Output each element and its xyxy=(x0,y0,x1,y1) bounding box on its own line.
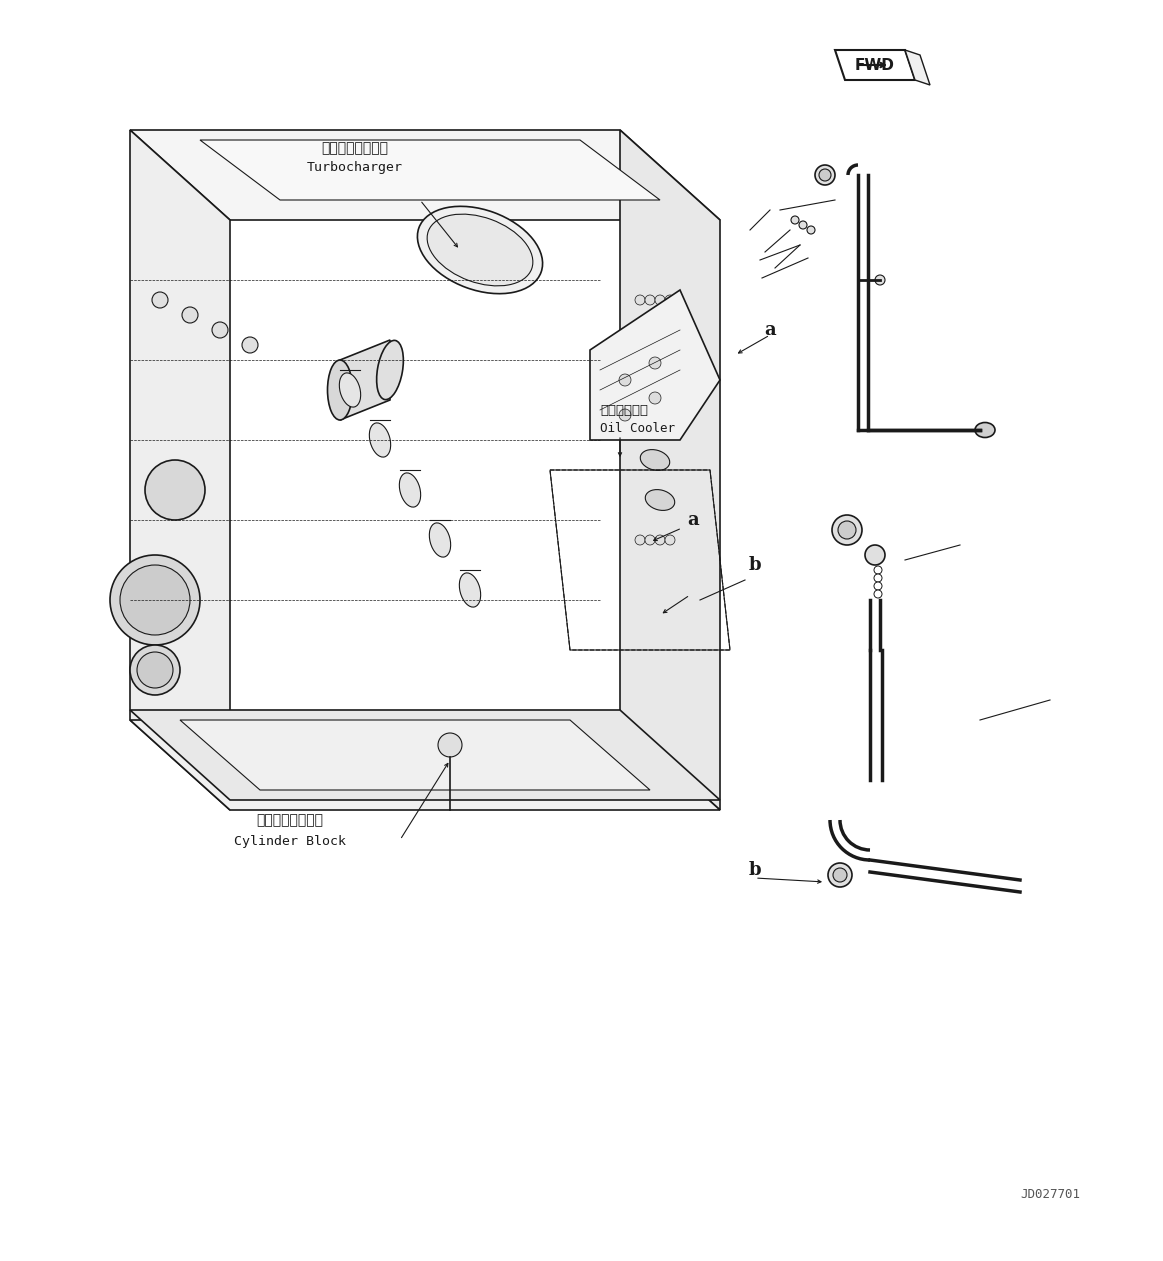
Polygon shape xyxy=(130,130,230,810)
Circle shape xyxy=(655,295,665,305)
Circle shape xyxy=(619,409,632,421)
Ellipse shape xyxy=(377,340,404,400)
Circle shape xyxy=(619,375,632,386)
Text: FWD: FWD xyxy=(855,58,896,72)
Circle shape xyxy=(828,863,852,886)
Circle shape xyxy=(120,565,190,636)
Circle shape xyxy=(655,415,665,425)
Polygon shape xyxy=(340,340,390,420)
Circle shape xyxy=(815,165,835,185)
Polygon shape xyxy=(130,710,720,799)
Circle shape xyxy=(791,216,799,224)
Text: b: b xyxy=(749,861,762,879)
Circle shape xyxy=(799,221,807,230)
Polygon shape xyxy=(620,130,720,810)
Circle shape xyxy=(110,555,200,644)
Circle shape xyxy=(438,733,462,757)
Ellipse shape xyxy=(975,422,996,438)
Circle shape xyxy=(649,357,661,369)
Circle shape xyxy=(875,275,885,285)
Polygon shape xyxy=(200,140,659,200)
Circle shape xyxy=(635,295,645,305)
Circle shape xyxy=(832,514,862,545)
Polygon shape xyxy=(905,50,930,84)
Circle shape xyxy=(181,306,198,323)
Text: Cylinder Block: Cylinder Block xyxy=(234,836,347,849)
Ellipse shape xyxy=(418,207,543,294)
Text: JD027701: JD027701 xyxy=(1020,1189,1080,1202)
Circle shape xyxy=(819,169,832,182)
Ellipse shape xyxy=(370,422,391,456)
Circle shape xyxy=(212,322,228,338)
Text: a: a xyxy=(764,322,776,339)
Circle shape xyxy=(145,460,205,520)
Polygon shape xyxy=(130,130,720,219)
Ellipse shape xyxy=(429,523,451,557)
Circle shape xyxy=(152,293,167,308)
Circle shape xyxy=(130,644,180,695)
Circle shape xyxy=(665,295,675,305)
Circle shape xyxy=(635,415,645,425)
Circle shape xyxy=(242,337,258,353)
Polygon shape xyxy=(835,50,915,79)
Circle shape xyxy=(833,868,847,881)
Circle shape xyxy=(865,545,885,565)
Circle shape xyxy=(875,566,882,574)
Polygon shape xyxy=(180,720,650,789)
Circle shape xyxy=(839,521,856,538)
Text: Turbocharger: Turbocharger xyxy=(307,161,404,174)
Circle shape xyxy=(875,590,882,598)
Ellipse shape xyxy=(328,359,352,420)
Circle shape xyxy=(807,226,815,235)
Circle shape xyxy=(645,295,655,305)
Circle shape xyxy=(665,535,675,545)
Ellipse shape xyxy=(641,450,670,470)
Circle shape xyxy=(635,535,645,545)
Circle shape xyxy=(655,535,665,545)
Circle shape xyxy=(665,415,675,425)
Text: a: a xyxy=(687,511,699,530)
Polygon shape xyxy=(130,720,720,810)
Circle shape xyxy=(645,415,655,425)
Ellipse shape xyxy=(459,572,480,607)
Circle shape xyxy=(137,652,173,689)
Ellipse shape xyxy=(645,489,675,511)
Ellipse shape xyxy=(427,214,533,286)
Text: Oil Cooler: Oil Cooler xyxy=(600,421,675,435)
Ellipse shape xyxy=(399,473,421,507)
Polygon shape xyxy=(590,290,720,440)
Text: ターボチャージャ: ターボチャージャ xyxy=(321,141,388,155)
Ellipse shape xyxy=(340,373,361,407)
Circle shape xyxy=(649,392,661,404)
Circle shape xyxy=(875,574,882,583)
Ellipse shape xyxy=(635,410,665,430)
Circle shape xyxy=(875,583,882,590)
Text: シリンダブロック: シリンダブロック xyxy=(257,813,323,827)
Circle shape xyxy=(645,535,655,545)
Text: オイルクーラ: オイルクーラ xyxy=(600,404,648,416)
Text: b: b xyxy=(749,556,762,574)
